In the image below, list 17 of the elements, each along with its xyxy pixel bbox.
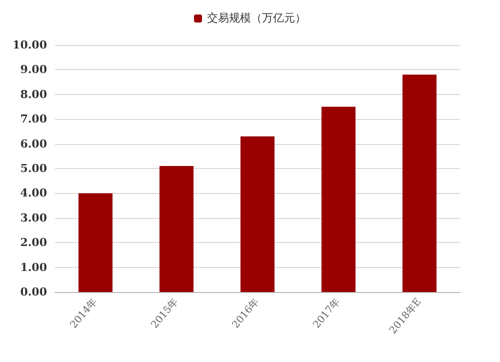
y-tick-label: 2.00 (20, 236, 48, 250)
bar (78, 193, 113, 292)
bar (240, 136, 275, 292)
y-tick-label: 1.00 (20, 260, 48, 274)
y-tick-label: 8.00 (20, 88, 48, 101)
y-tick-label: 3.00 (20, 211, 48, 224)
y-tick-label: 9.00 (20, 63, 48, 76)
y-tick-label: 5.00 (20, 162, 48, 175)
y-tick-label: 10.00 (12, 38, 48, 52)
bar (321, 106, 356, 292)
y-tick-label: 4.00 (20, 186, 48, 200)
y-tick-label: 0.00 (20, 286, 48, 298)
legend-label: 交易规模（万亿元） (207, 12, 306, 24)
y-tick-label: 6.00 (20, 137, 48, 150)
bar (159, 166, 194, 292)
bar (402, 74, 437, 292)
y-tick-label: 7.00 (20, 112, 48, 126)
